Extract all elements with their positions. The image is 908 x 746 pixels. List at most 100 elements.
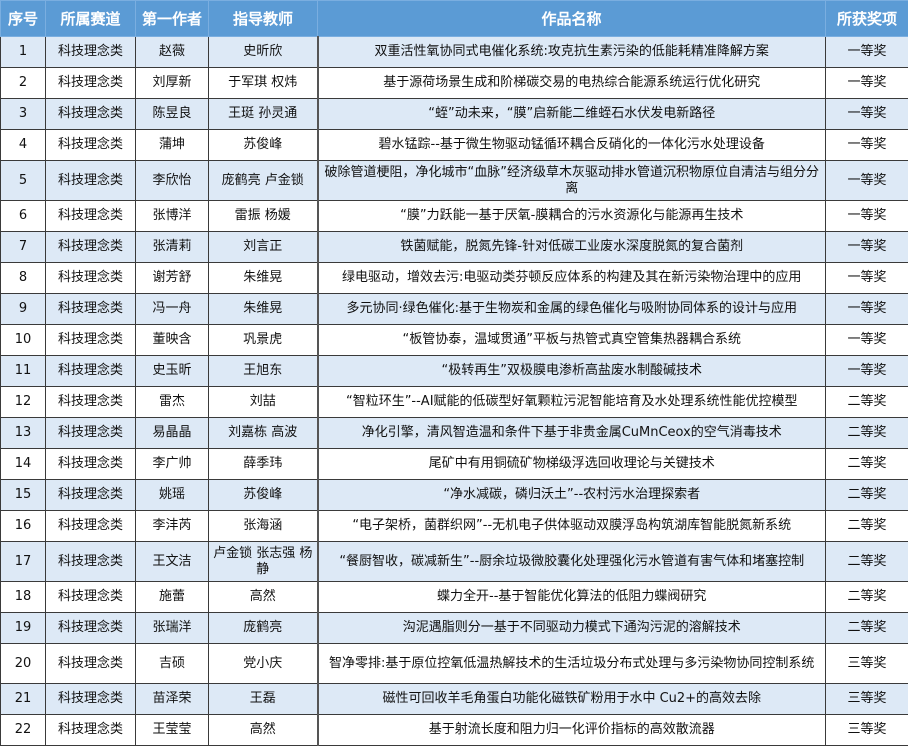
cell-advisor: 史昕欣 — [209, 37, 318, 68]
cell-award: 一等奖 — [826, 356, 908, 387]
cell-first-author: 史玉昕 — [136, 356, 209, 387]
cell-first-author: 赵薇 — [136, 37, 209, 68]
cell-track: 科技理念类 — [46, 542, 136, 582]
cell-award: 一等奖 — [826, 263, 908, 294]
cell-first-author: 张清莉 — [136, 232, 209, 263]
cell-advisor: 朱维晃 — [209, 263, 318, 294]
cell-advisor: 巩景虎 — [209, 325, 318, 356]
cell-title: 蝶力全开--基于智能优化算法的低阻力蝶阀研究 — [318, 582, 826, 613]
cell-first-author: 李沣芮 — [136, 511, 209, 542]
cell-track: 科技理念类 — [46, 325, 136, 356]
cell-first-author: 刘厚新 — [136, 68, 209, 99]
cell-track: 科技理念类 — [46, 68, 136, 99]
cell-index: 18 — [1, 582, 46, 613]
cell-first-author: 姚瑶 — [136, 480, 209, 511]
cell-index: 1 — [1, 37, 46, 68]
cell-track: 科技理念类 — [46, 232, 136, 263]
cell-award: 三等奖 — [826, 715, 908, 746]
cell-award: 二等奖 — [826, 582, 908, 613]
cell-title: 基于源荷场景生成和阶梯碳交易的电热综合能源系统运行优化研究 — [318, 68, 826, 99]
cell-first-author: 张瑞洋 — [136, 613, 209, 644]
cell-first-author: 蒲坤 — [136, 130, 209, 161]
cell-index: 9 — [1, 294, 46, 325]
cell-first-author: 冯一舟 — [136, 294, 209, 325]
cell-track: 科技理念类 — [46, 37, 136, 68]
header-col-index: 序号 — [1, 1, 46, 37]
header-col-title: 作品名称 — [318, 1, 826, 37]
cell-index: 12 — [1, 387, 46, 418]
cell-track: 科技理念类 — [46, 480, 136, 511]
cell-index: 14 — [1, 449, 46, 480]
cell-advisor: 王磊 — [209, 684, 318, 715]
cell-advisor: 苏俊峰 — [209, 480, 318, 511]
cell-index: 20 — [1, 644, 46, 684]
cell-award: 一等奖 — [826, 130, 908, 161]
cell-award: 二等奖 — [826, 418, 908, 449]
cell-index: 3 — [1, 99, 46, 130]
cell-title: 净化引擎，清风智造温和条件下基于非贵金属CuMnCeox的空气消毒技术 — [318, 418, 826, 449]
cell-track: 科技理念类 — [46, 715, 136, 746]
cell-award: 一等奖 — [826, 68, 908, 99]
cell-index: 16 — [1, 511, 46, 542]
cell-track: 科技理念类 — [46, 449, 136, 480]
cell-title: 铁菌赋能，脱氮先锋-针对低碳工业废水深度脱氮的复合菌剂 — [318, 232, 826, 263]
cell-first-author: 董映含 — [136, 325, 209, 356]
cell-track: 科技理念类 — [46, 201, 136, 232]
header-row: 序号所属赛道第一作者指导教师作品名称所获奖项 — [1, 1, 908, 37]
cell-title: 智净零排:基于原位控氧低温热解技术的生活垃圾分布式处理与多污染物协同控制系统 — [318, 644, 826, 684]
cell-index: 17 — [1, 542, 46, 582]
cell-advisor: 高然 — [209, 715, 318, 746]
cell-track: 科技理念类 — [46, 263, 136, 294]
cell-title: 基于射流长度和阻力归一化评价指标的高效散流器 — [318, 715, 826, 746]
cell-title: “净水减碳，磷归沃土”--农村污水治理探索者 — [318, 480, 826, 511]
cell-award: 一等奖 — [826, 325, 908, 356]
cell-award: 二等奖 — [826, 387, 908, 418]
header-col-advisor: 指导教师 — [209, 1, 318, 37]
cell-first-author: 李欣怡 — [136, 161, 209, 201]
cell-index: 22 — [1, 715, 46, 746]
cell-advisor: 薛季玮 — [209, 449, 318, 480]
cell-index: 4 — [1, 130, 46, 161]
cell-advisor: 刘言正 — [209, 232, 318, 263]
cell-title: 绿电驱动，增效去污:电驱动类芬顿反应体系的构建及其在新污染物治理中的应用 — [318, 263, 826, 294]
cell-award: 二等奖 — [826, 480, 908, 511]
cell-first-author: 王文洁 — [136, 542, 209, 582]
cell-award: 二等奖 — [826, 542, 908, 582]
cell-award: 二等奖 — [826, 449, 908, 480]
cell-track: 科技理念类 — [46, 684, 136, 715]
cell-advisor: 党小庆 — [209, 644, 318, 684]
cell-award: 一等奖 — [826, 99, 908, 130]
cell-first-author: 谢芳舒 — [136, 263, 209, 294]
cell-track: 科技理念类 — [46, 613, 136, 644]
cell-advisor: 刘喆 — [209, 387, 318, 418]
cell-title: 碧水锰踪--基于微生物驱动锰循环耦合反硝化的一体化污水处理设备 — [318, 130, 826, 161]
cell-advisor: 庞鹤亮 卢金锁 — [209, 161, 318, 201]
cell-advisor: 苏俊峰 — [209, 130, 318, 161]
cell-first-author: 易晶晶 — [136, 418, 209, 449]
header-col-first-author: 第一作者 — [136, 1, 209, 37]
cell-award: 一等奖 — [826, 37, 908, 68]
cell-track: 科技理念类 — [46, 356, 136, 387]
cell-index: 11 — [1, 356, 46, 387]
cell-first-author: 雷杰 — [136, 387, 209, 418]
cell-title: “餐厨智收，碳减新生”--厨余垃圾微胶囊化处理强化污水管道有害气体和堵塞控制 — [318, 542, 826, 582]
cell-advisor: 雷振 杨媛 — [209, 201, 318, 232]
